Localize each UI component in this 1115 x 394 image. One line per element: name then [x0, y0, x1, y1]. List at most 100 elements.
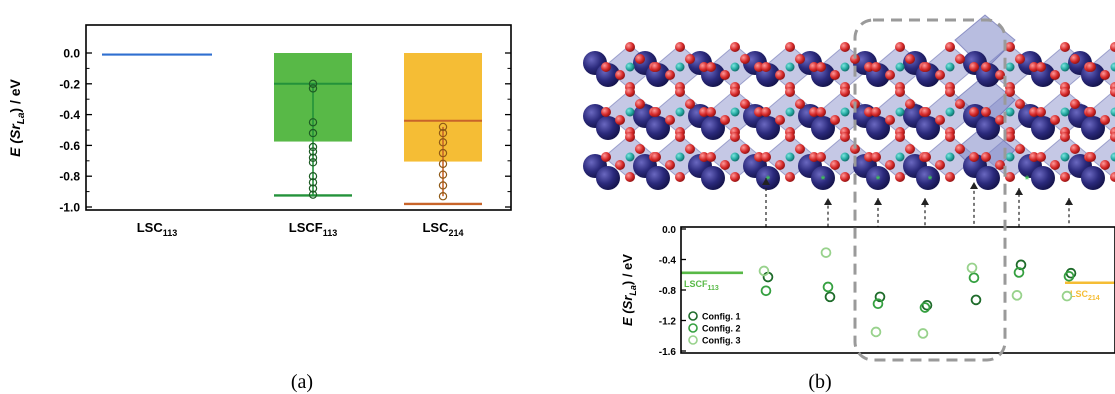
arrow-head-icon	[824, 198, 832, 205]
legend-marker-config-3	[688, 335, 698, 345]
oxygen-atom-icon	[601, 107, 611, 117]
oxygen-atom-icon	[775, 70, 785, 80]
la-sr-atom-icon	[866, 166, 890, 190]
sr-dopant-marker-icon: *	[1025, 174, 1030, 186]
oxygen-atom-icon	[935, 160, 945, 170]
oxygen-atom-icon	[795, 144, 805, 154]
oxygen-atom-icon	[720, 115, 730, 125]
x-tick-label: LSC113	[137, 220, 178, 238]
oxygen-atom-icon	[905, 99, 915, 109]
data-point	[308, 190, 318, 199]
cobalt-atom-icon	[895, 62, 905, 72]
scatter-point-config-2	[760, 285, 772, 297]
la-sr-atom-icon	[1081, 166, 1105, 190]
oxygen-atom-icon	[905, 144, 915, 154]
perovskite-crystal-structure: * * * * *	[583, 14, 1115, 190]
cobalt-atom-icon	[1110, 107, 1115, 117]
oxygen-atom-icon	[685, 144, 695, 154]
oxygen-atom-icon	[699, 152, 709, 162]
oxygen-atom-icon	[945, 132, 955, 142]
oxygen-atom-icon	[816, 107, 826, 117]
cobalt-atom-icon	[1110, 152, 1115, 162]
sr-dopant-marker-icon: *	[876, 174, 881, 186]
oxygen-atom-icon	[635, 99, 645, 109]
la-sr-atom-icon	[646, 166, 670, 190]
oxygen-atom-icon	[981, 62, 991, 72]
scatter-point-config-3	[870, 326, 882, 338]
oxygen-atom-icon	[830, 70, 840, 80]
oxygen-atom-icon	[675, 87, 685, 97]
cobalt-atom-icon	[945, 107, 955, 117]
oxygen-atom-icon	[1036, 152, 1046, 162]
oxygen-atom-icon	[1060, 87, 1070, 97]
panel-a-average-lines	[274, 82, 482, 206]
cobalt-atom-icon	[785, 107, 795, 117]
oxygen-atom-icon	[761, 62, 771, 72]
oxygen-atom-icon	[885, 70, 895, 80]
oxygen-atom-icon	[665, 115, 675, 125]
oxygen-atom-icon	[635, 144, 645, 154]
oxygen-atom-icon	[935, 115, 945, 125]
oxygen-atom-icon	[1029, 62, 1039, 72]
sr-dopant-marker-icon: *	[821, 174, 826, 186]
oxygen-atom-icon	[795, 99, 805, 109]
oxygen-atom-icon	[1015, 99, 1025, 109]
oxygen-atom-icon	[730, 42, 740, 52]
oxygen-atom-icon	[740, 99, 750, 109]
oxygen-atom-icon	[1110, 42, 1115, 52]
cobalt-atom-icon	[1060, 107, 1070, 117]
scatter-point-config-2	[1013, 267, 1025, 278]
data-point	[438, 138, 448, 147]
data-point	[308, 184, 318, 193]
oxygen-atom-icon	[1050, 70, 1060, 80]
data-point	[438, 181, 448, 190]
la-sr-atom-icon	[976, 166, 1000, 190]
oxygen-atom-icon	[675, 172, 685, 182]
la-sr-atom-icon	[756, 116, 780, 140]
panel-b-reference-lines: LSCF113 LSC214	[681, 271, 1115, 302]
panel-a-x-tick-labels: LSC113 LSCF113 LSC214	[137, 220, 464, 238]
oxygen-atom-icon	[651, 62, 661, 72]
oxygen-atom-icon	[921, 107, 931, 117]
oxygen-atom-icon	[1029, 107, 1039, 117]
data-point	[308, 178, 318, 187]
la-sr-atom-icon	[646, 116, 670, 140]
oxygen-atom-icon	[1005, 172, 1015, 182]
cobalt-atom-icon	[785, 152, 795, 162]
oxygen-atom-icon	[935, 70, 945, 80]
oxygen-atom-icon	[840, 172, 850, 182]
oxygen-atom-icon	[840, 42, 850, 52]
panel-b-y-axis-label: E (SrLa) / eV	[620, 254, 638, 326]
oxygen-atom-icon	[601, 152, 611, 162]
oxygen-atom-icon	[885, 115, 895, 125]
y-tick-label: 0.0	[63, 47, 80, 61]
oxygen-atom-icon	[816, 152, 826, 162]
oxygen-atom-icon	[921, 152, 931, 162]
oxygen-atom-icon	[830, 115, 840, 125]
cobalt-atom-icon	[730, 107, 740, 117]
scatter-point-config-2	[968, 272, 980, 284]
legend-label-config-2: Config. 2	[702, 324, 741, 334]
panel-a-y-axis-label: E (SrLa) / eV	[7, 78, 27, 156]
panel-a-points	[308, 79, 448, 201]
data-point	[308, 158, 318, 167]
la-sr-atom-icon	[866, 116, 890, 140]
scatter-point-config-2	[822, 281, 834, 293]
oxygen-atom-icon	[761, 152, 771, 162]
arrow-head-icon	[1065, 198, 1073, 205]
oxygen-atom-icon	[785, 87, 795, 97]
cobalt-atom-icon	[785, 62, 795, 72]
oxygen-atom-icon	[625, 87, 635, 97]
oxygen-atom-icon	[981, 107, 991, 117]
oxygen-atom-icon	[1100, 115, 1110, 125]
y-tick-label: -0.8	[59, 170, 80, 184]
oxygen-atom-icon	[775, 115, 785, 125]
oxygen-atom-icon	[809, 62, 819, 72]
y-tick-label: -0.2	[59, 77, 80, 91]
oxygen-atom-icon	[895, 172, 905, 182]
scatter-point-config-3	[1011, 290, 1023, 301]
reference-label-lscf113: LSCF113	[684, 279, 719, 292]
oxygen-atom-icon	[1086, 152, 1096, 162]
y-tick-label: -1.6	[659, 347, 677, 358]
oxygen-atom-icon	[895, 87, 905, 97]
